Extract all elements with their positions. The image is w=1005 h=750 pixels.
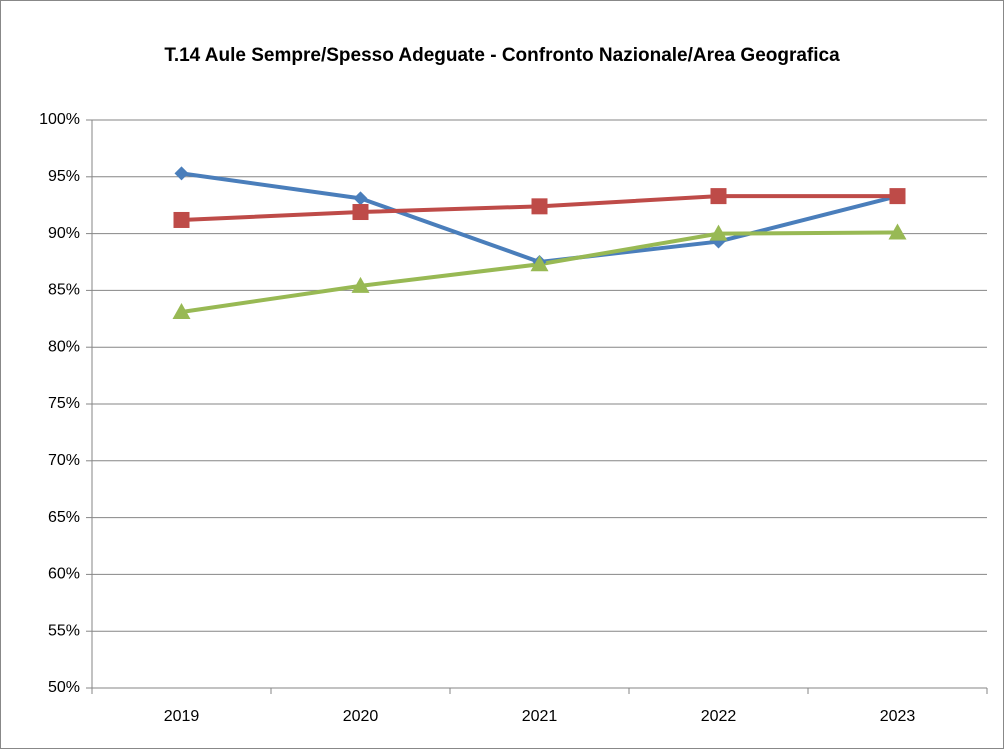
y-tick-label: 65% [48,509,80,526]
marker [353,191,368,206]
y-tick-label: 75% [48,395,80,412]
y-tick-label: 90% [48,225,80,242]
chart-title: T.14 Aule Sempre/Spesso Adeguate - Confr… [164,45,840,66]
y-tick-label: 60% [48,566,80,583]
x-tick-label: 2019 [164,708,200,725]
marker [172,302,191,319]
y-tick-label: 85% [48,282,80,299]
y-tick-label: 50% [48,679,80,696]
y-tick-label: 80% [48,338,80,355]
x-tick-label: 2022 [701,708,737,725]
x-tick-label: 2020 [343,708,379,725]
marker [174,166,189,181]
marker [710,188,727,205]
y-tick-label: 100% [39,111,80,128]
marker [352,204,369,221]
marker [530,255,549,272]
marker [888,223,907,240]
x-tick-label: 2023 [880,708,916,725]
y-tick-label: 95% [48,168,80,185]
marker [173,211,190,228]
marker [709,224,728,241]
y-tick-label: 70% [48,452,80,469]
marker [351,276,370,293]
x-tick-label: 2021 [522,708,558,725]
marker [889,188,906,205]
marker [531,198,548,215]
y-tick-label: 55% [48,622,80,639]
